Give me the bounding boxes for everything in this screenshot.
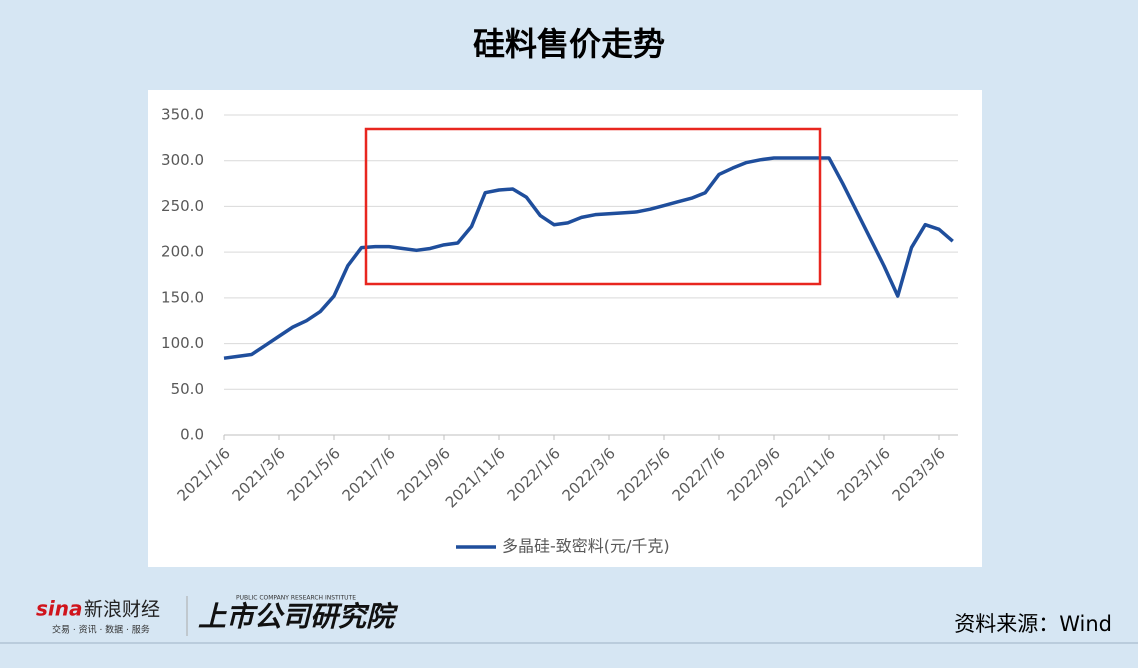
brand-tagline: 交易 · 资讯 · 数据 · 服务 [52,624,150,636]
y-tick-label: 300.0 [161,151,204,169]
chart-panel [148,90,982,567]
institute-en: PUBLIC COMPANY RESEARCH INSTITUTE [236,595,356,602]
y-tick-label: 0.0 [180,426,204,444]
highlight-box [364,127,822,286]
series-line [223,156,954,360]
y-tick-label: 100.0 [161,334,204,352]
y-tick-label: 150.0 [161,288,204,306]
y-tick-label: 200.0 [161,243,204,261]
brand-name: 新浪财经 [84,599,160,621]
y-tick-label: 50.0 [171,380,204,398]
chart-title: 硅料售价走势 [473,25,665,63]
legend-label: 多晶硅-致密料(元/千克) [502,537,670,556]
y-tick-label: 350.0 [161,106,204,124]
sina-logo: sina [36,597,83,621]
institute-name: 上市公司研究院 [198,600,399,633]
source-note: 资料来源：Wind [954,612,1112,636]
y-tick-label: 250.0 [161,197,204,215]
